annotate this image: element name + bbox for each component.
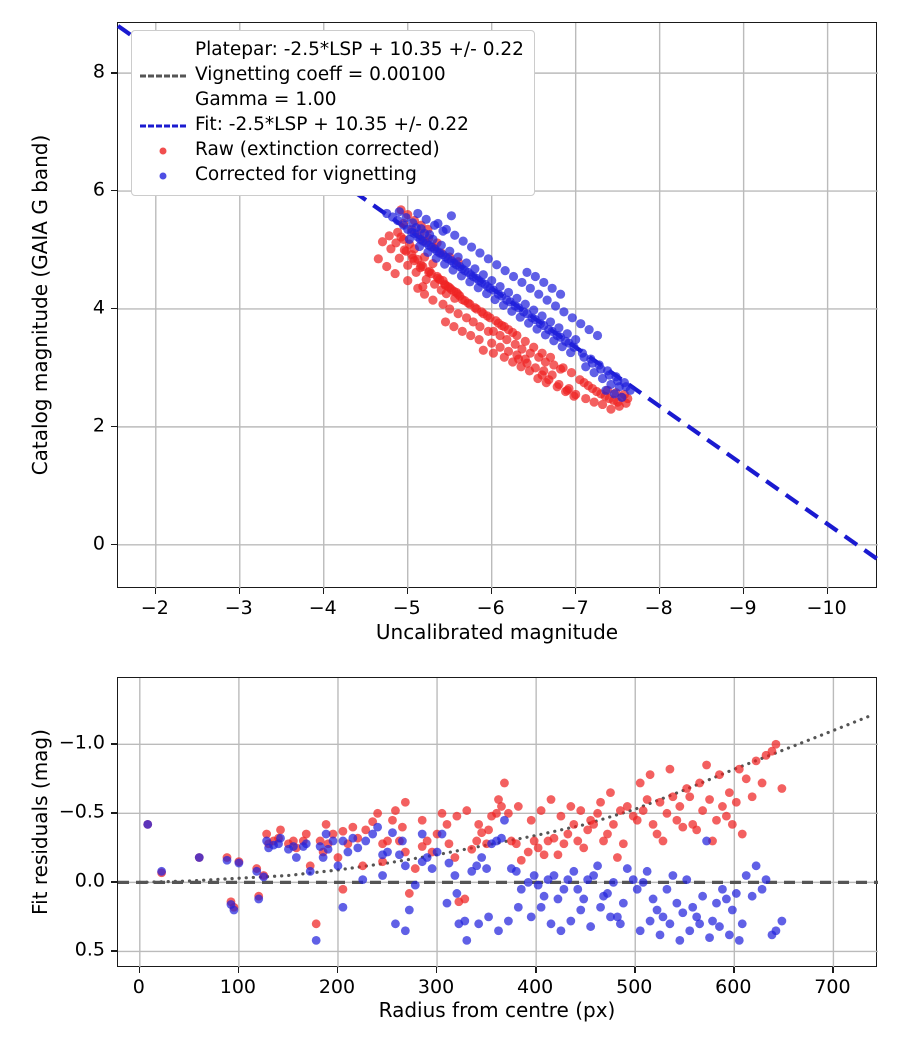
x-tickmark [490,588,493,594]
legend-entry: Gamma = 1.00 [140,88,524,113]
x-tick-label: −9 [728,597,757,619]
x-tick-label: 700 [814,976,851,998]
top-plot-y-axis-title: Catalog magnitude (GAIA G band) [28,134,52,476]
series-corrected-for-vignetting [143,815,787,945]
x-tick-label: 600 [715,976,752,998]
x-tick-label: 500 [616,976,653,998]
x-tickmark [406,588,409,594]
x-tick-label: −8 [644,597,673,619]
legend-entry-label: Raw (extinction corrected) [195,139,440,161]
top-plot-x-axis-title: Uncalibrated magnitude [375,620,619,644]
legend-entry-label: Gamma = 1.00 [195,89,337,111]
x-tickmark [237,967,240,973]
series-raw-extinction-corrected [143,739,787,929]
x-tickmark [436,967,438,973]
legend-entry: Fit: -2.5*LSP + 10.35 +/- 0.22 [140,113,524,138]
y-tick-label: 0.0 [74,869,105,892]
x-tickmark [336,967,339,973]
y-tick-label: −0.5 [58,800,105,823]
dot-glyph [159,147,167,154]
x-tick-label: −7 [560,597,589,619]
x-tickmark [742,588,745,594]
bottom-plot-x-axis-title: Radius from centre (px) [378,998,616,1022]
top-plot-canvas [116,23,880,589]
y-tick-label: 0.5 [74,938,105,961]
legend-entry: Vignetting coeff = 0.00100 [140,63,524,88]
dashed-line-icon [140,67,186,85]
y-tick-label: 4 [92,296,105,319]
y-tick-label: −1.0 [58,731,105,754]
x-tick-label: −3 [224,597,253,619]
y-tickmark [111,950,117,952]
y-tickmark [111,543,117,546]
y-tickmark [111,425,117,428]
top-plot-legend: Platepar: -2.5*LSP + 10.35 +/- 0.22 Vigne… [131,30,535,196]
dashed-line-icon [140,117,186,135]
y-tick-label: 6 [92,178,105,201]
x-tickmark [138,967,141,973]
y-tickmark [111,190,117,192]
x-tickmark [154,588,157,594]
x-tick-label: −10 [806,597,847,619]
x-tick-label: 300 [417,976,455,998]
x-tickmark [322,588,325,594]
fit-residuals-plot [117,677,878,968]
y-tickmark [111,881,117,883]
y-tick-label: 0 [92,532,105,555]
x-tickmark [733,967,735,973]
dash-glyph [140,124,186,127]
x-tickmark [238,588,241,594]
dot-marker-icon [140,167,186,185]
x-tickmark [658,588,661,594]
x-tick-label: −5 [392,597,421,619]
x-tick-label: −6 [476,597,505,619]
y-tickmark [111,307,117,310]
dash-glyph [140,74,186,77]
x-tick-label: −2 [140,597,169,619]
x-tick-label: 400 [517,976,554,998]
bottom-plot-canvas [118,678,878,968]
x-tick-label: 100 [219,976,257,998]
x-tickmark [574,588,577,594]
y-tickmark [111,72,117,74]
dot-glyph [159,172,167,179]
x-tickmark [535,967,537,973]
legend-entry-label: Vignetting coeff = 0.00100 [195,64,446,86]
y-tickmark [111,743,117,745]
x-tickmark [634,967,636,973]
series-corrected-for-vignetting [382,207,635,402]
legend-entry: Raw (extinction corrected) [140,138,524,163]
legend-entry-label: Corrected for vignetting [195,164,417,186]
x-tick-label: −4 [308,597,337,619]
x-tickmark [832,967,834,973]
y-tick-label: 2 [92,414,105,437]
legend-entry-label: Platepar: -2.5*LSP + 10.35 +/- 0.22 [195,39,524,61]
dot-marker-icon [140,142,186,160]
y-tickmark [111,812,117,814]
x-tickmark [826,588,828,594]
legend-entry: Platepar: -2.5*LSP + 10.35 +/- 0.22 [140,38,524,63]
bottom-plot-y-axis-title: Fit residuals (mag) [28,729,52,915]
y-tick-label: 8 [92,60,105,83]
x-tick-label: 200 [318,976,356,998]
x-tick-label: 0 [132,976,145,998]
legend-entry: Corrected for vignetting [140,163,524,188]
legend-entry-label: Fit: -2.5*LSP + 10.35 +/- 0.22 [195,114,469,136]
